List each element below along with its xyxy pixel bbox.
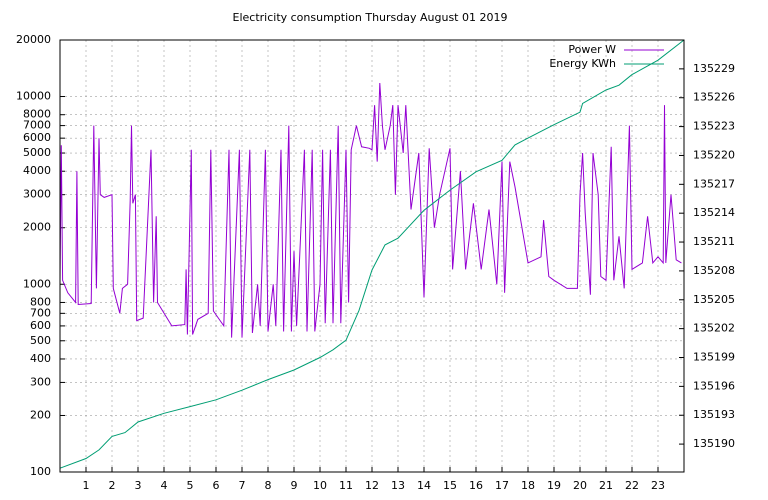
- legend-label: Power W: [568, 43, 616, 56]
- y2-tick-label: 135220: [693, 148, 735, 161]
- y2-tick-label: 135205: [693, 293, 735, 306]
- y-tick-label: 3000: [23, 188, 51, 201]
- x-tick-label: 6: [213, 479, 220, 492]
- x-tick-label: 8: [265, 479, 272, 492]
- x-tick-label: 9: [291, 479, 298, 492]
- y-tick-label: 300: [30, 375, 51, 388]
- y-tick-label: 6000: [23, 131, 51, 144]
- y-tick-label: 600: [30, 319, 51, 332]
- y2-tick-label: 135196: [693, 379, 735, 392]
- x-tick-label: 15: [443, 479, 457, 492]
- x-tick-label: 20: [573, 479, 587, 492]
- x-tick-label: 17: [495, 479, 509, 492]
- y-tick-label: 100: [30, 465, 51, 478]
- y2-tick-label: 135226: [693, 91, 735, 104]
- chart-title: Electricity consumption Thursday August …: [233, 11, 508, 24]
- y2-tick-label: 135223: [693, 120, 735, 133]
- y-tick-label: 700: [30, 306, 51, 319]
- plot-border: [59, 39, 685, 473]
- x-tick-label: 5: [187, 479, 194, 492]
- y-tick-label: 800: [30, 295, 51, 308]
- y2-tick-label: 135214: [693, 206, 735, 219]
- x-tick-label: 4: [161, 479, 168, 492]
- x-tick-label: 2: [109, 479, 116, 492]
- x-tick-label: 14: [417, 479, 431, 492]
- y2-tick-label: 135202: [693, 322, 735, 335]
- y-tick-label: 400: [30, 352, 51, 365]
- y2-tick-label: 135217: [693, 177, 735, 190]
- x-tick-label: 12: [365, 479, 379, 492]
- y-tick-label: 7000: [23, 119, 51, 132]
- x-tick-label: 7: [239, 479, 246, 492]
- x-tick-label: 3: [135, 479, 142, 492]
- x-tick-label: 22: [625, 479, 639, 492]
- x-tick-label: 21: [599, 479, 613, 492]
- y2-tick-label: 135199: [693, 351, 735, 364]
- y-tick-label: 200: [30, 408, 51, 421]
- y-tick-label: 20000: [16, 33, 51, 46]
- x-tick-label: 11: [339, 479, 353, 492]
- y2-tick-label: 135190: [693, 437, 735, 450]
- y2-tick-label: 135193: [693, 408, 735, 421]
- x-tick-label: 19: [547, 479, 561, 492]
- y-tick-label: 2000: [23, 221, 51, 234]
- y-tick-label: 1000: [23, 277, 51, 290]
- y-tick-label: 500: [30, 334, 51, 347]
- y2-tick-label: 135208: [693, 264, 735, 277]
- x-tick-label: 10: [313, 479, 327, 492]
- x-tick-label: 1: [83, 479, 90, 492]
- y2-tick-label: 135229: [693, 62, 735, 75]
- x-tick-label: 16: [469, 479, 483, 492]
- y2-tick-label: 135211: [693, 235, 735, 248]
- legend-label: Energy KWh: [549, 57, 616, 70]
- y-tick-label: 10000: [16, 90, 51, 103]
- x-tick-label: 23: [651, 479, 665, 492]
- x-tick-label: 13: [391, 479, 405, 492]
- y-tick-label: 5000: [23, 146, 51, 159]
- x-tick-label: 18: [521, 479, 535, 492]
- series-line: [59, 39, 685, 469]
- y-tick-label: 4000: [23, 164, 51, 177]
- series-line: [59, 82, 682, 338]
- y-tick-label: 8000: [23, 108, 51, 121]
